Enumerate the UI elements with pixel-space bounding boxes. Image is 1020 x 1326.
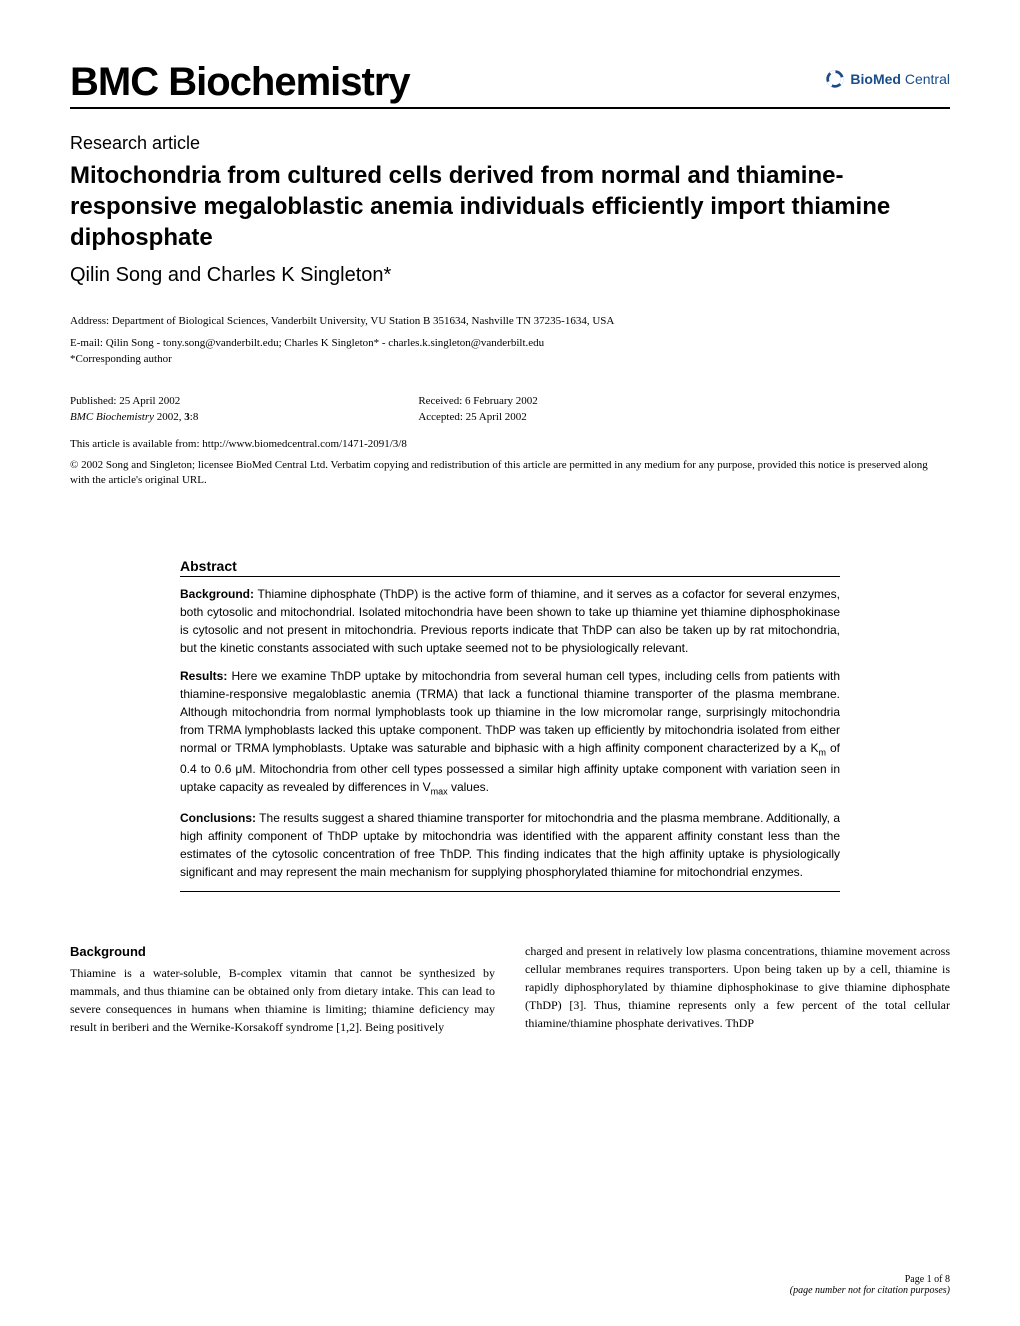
received-col: Received: 6 February 2002 Accepted: 25 A… [418, 393, 537, 434]
copyright-notice: © 2002 Song and Singleton; licensee BioM… [70, 458, 950, 489]
received-date: Received: 6 February 2002 [418, 393, 537, 410]
body-section: Background Thiamine is a water-soluble, … [70, 942, 950, 1036]
body-heading: Background [70, 942, 495, 962]
author-address: Address: Department of Biological Scienc… [70, 315, 950, 327]
published-date: Published: 25 April 2002 [70, 393, 198, 410]
abstract-heading: Abstract [180, 558, 840, 577]
abstract-rule [180, 891, 840, 892]
biomed-icon [824, 68, 846, 90]
body-text-left: Thiamine is a water-soluble, B-complex v… [70, 966, 495, 1034]
abstract-section: Abstract Background: Thiamine diphosphat… [180, 558, 840, 892]
body-col-right: charged and present in relatively low pl… [525, 942, 950, 1036]
article-type: Research article [70, 133, 950, 154]
accepted-date: Accepted: 25 April 2002 [418, 409, 537, 426]
page-header: BMC Biochemistry BioMed Central [70, 60, 950, 109]
citation: BMC Biochemistry 2002, 3:8 [70, 409, 198, 426]
page-footer: Page 1 of 8 (page number not for citatio… [790, 1274, 950, 1296]
publication-dates: Published: 25 April 2002 BMC Biochemistr… [70, 393, 950, 434]
journal-title: BMC Biochemistry [70, 60, 410, 105]
article-url: This article is available from: http://w… [70, 438, 950, 450]
abstract-background: Background: Thiamine diphosphate (ThDP) … [180, 585, 840, 657]
abstract-conclusions: Conclusions: The results suggest a share… [180, 809, 840, 881]
publisher-logo: BioMed Central [824, 68, 950, 90]
article-title: Mitochondria from cultured cells derived… [70, 160, 950, 254]
publisher-text: BioMed Central [850, 71, 950, 87]
page-number-note: (page number not for citation purposes) [790, 1285, 950, 1296]
body-col-left: Background Thiamine is a water-soluble, … [70, 942, 495, 1036]
corresponding-note: *Corresponding author [70, 353, 950, 365]
authors: Qilin Song and Charles K Singleton* [70, 264, 950, 287]
published-col: Published: 25 April 2002 BMC Biochemistr… [70, 393, 198, 434]
page-number: Page 1 of 8 [790, 1274, 950, 1285]
body-text-right: charged and present in relatively low pl… [525, 944, 950, 1030]
abstract-results: Results: Here we examine ThDP uptake by … [180, 667, 840, 799]
author-emails: E-mail: Qilin Song - tony.song@vanderbil… [70, 337, 950, 349]
